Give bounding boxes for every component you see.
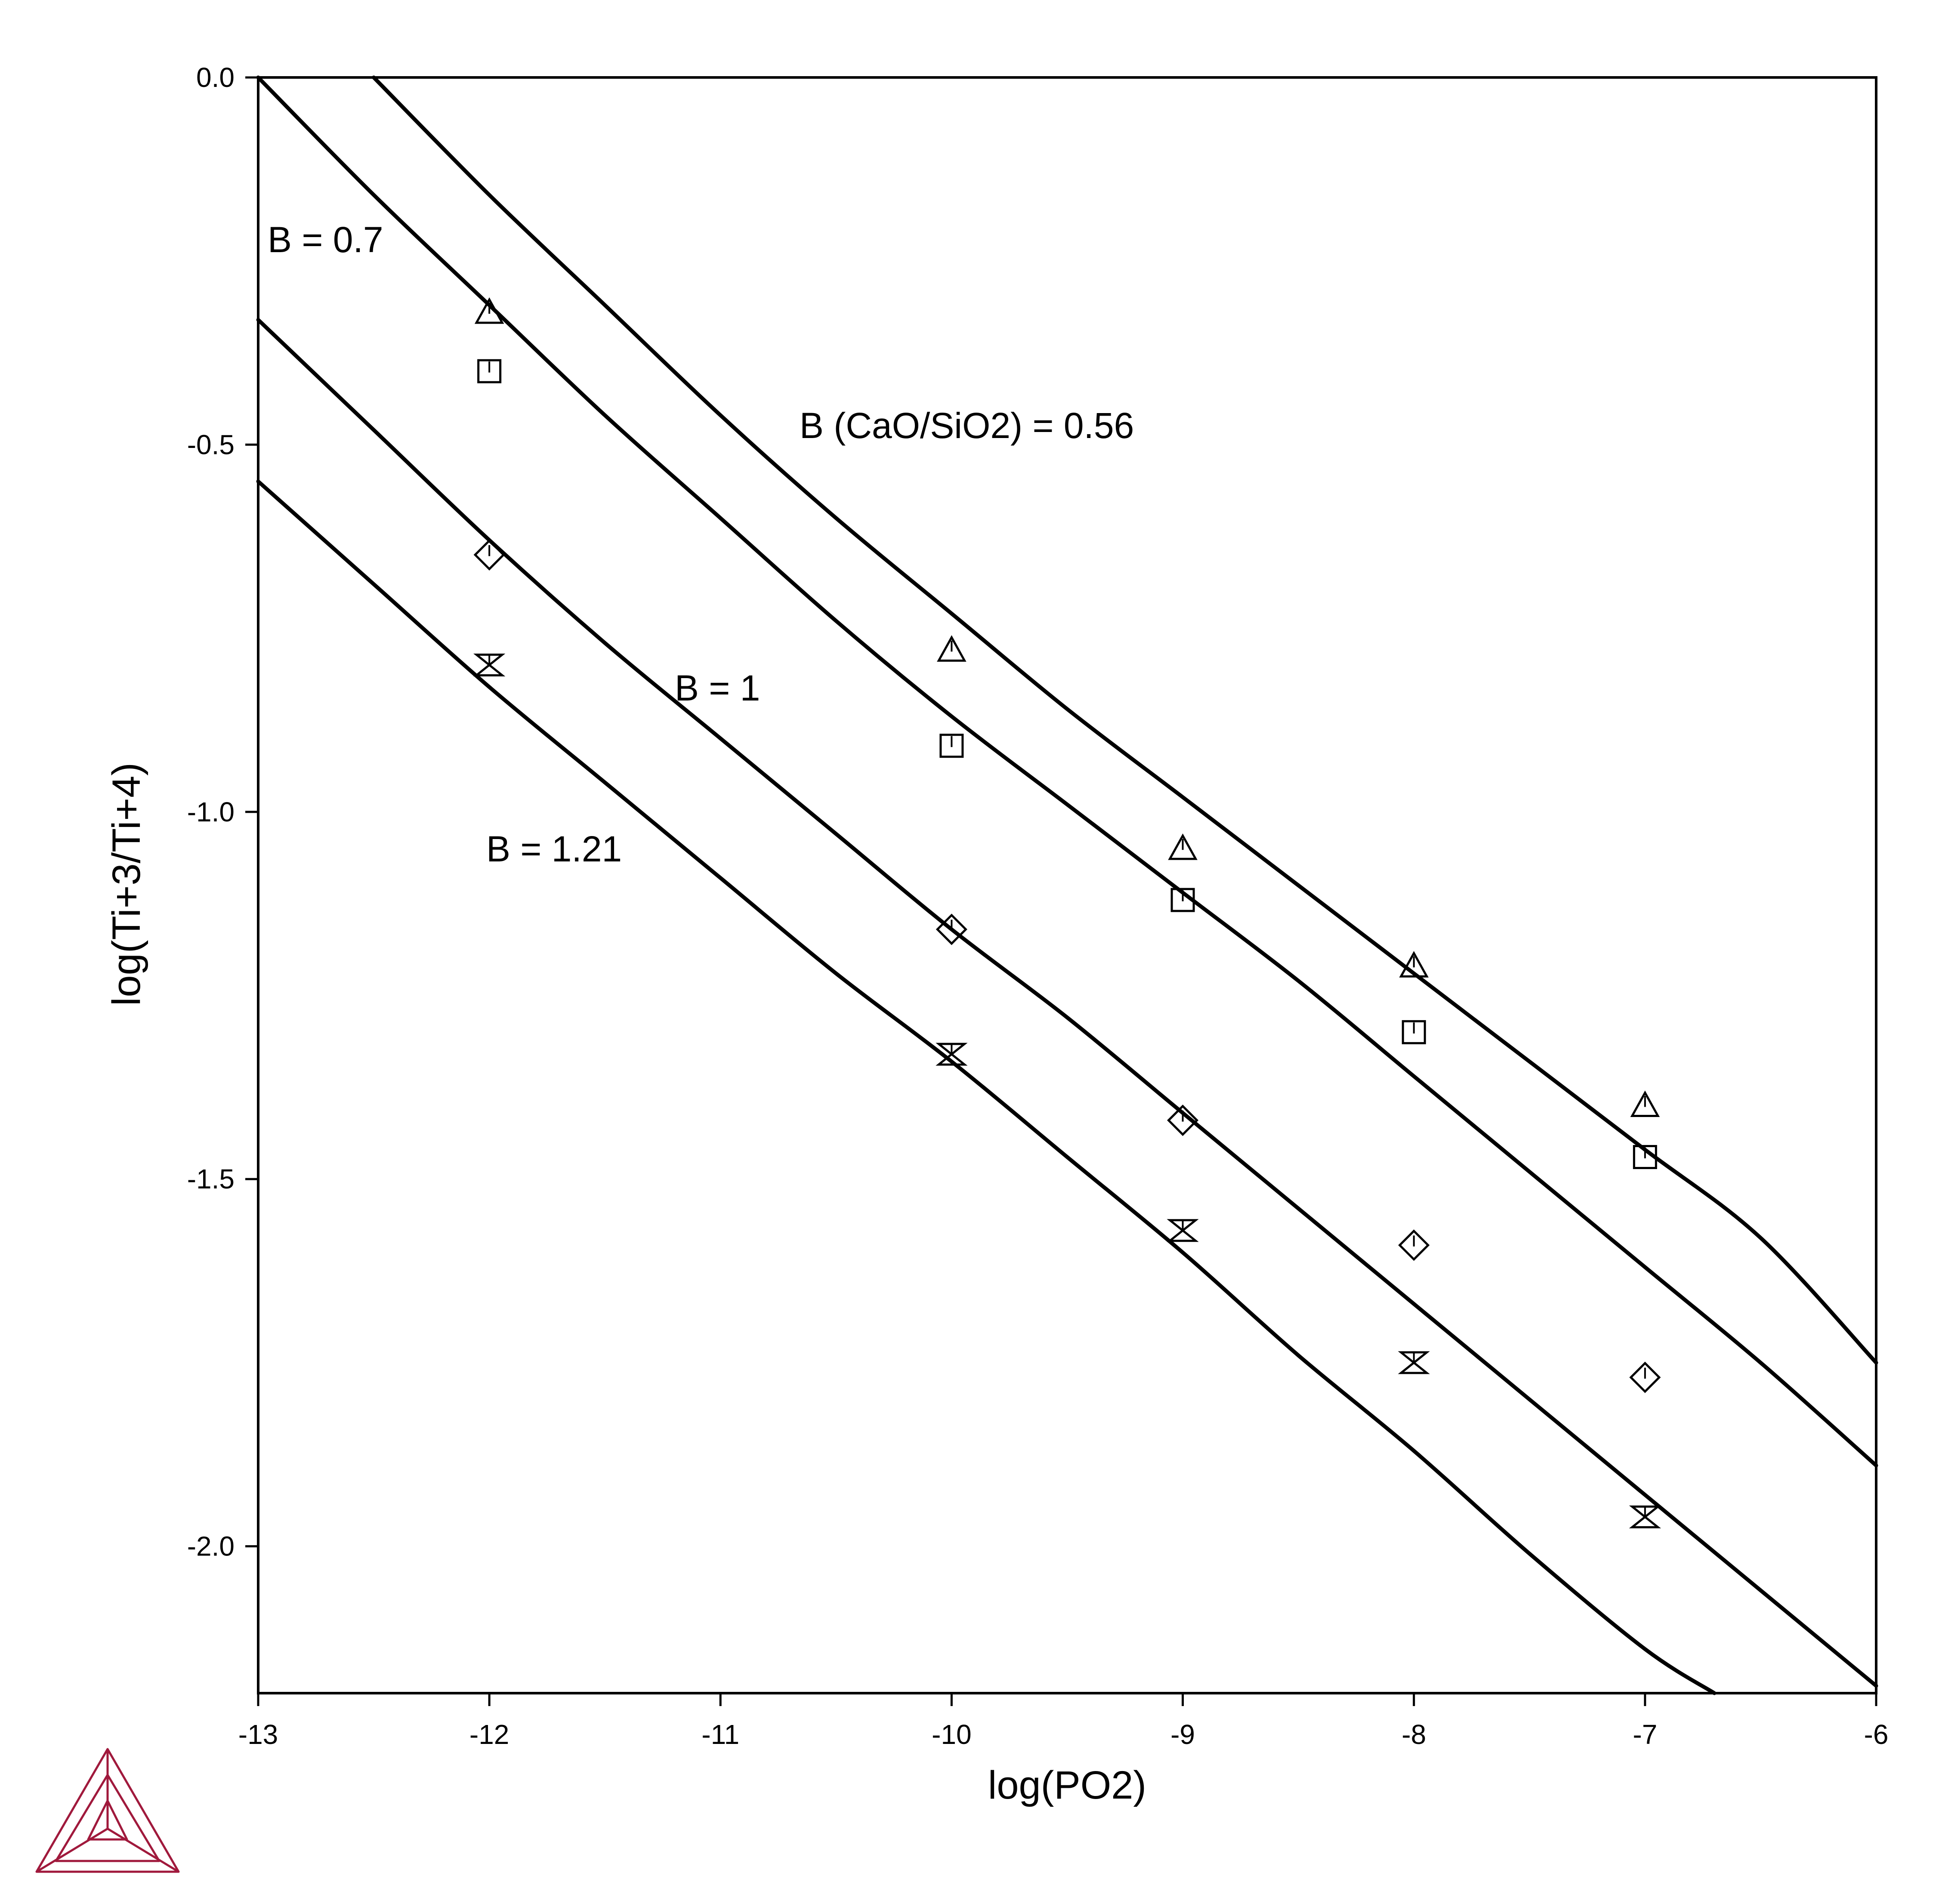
curve-label-b-121: B = 1.21 xyxy=(486,829,622,869)
curve-label-b-1: B = 1 xyxy=(675,668,760,708)
curve-label-b-07: B = 0.7 xyxy=(268,219,383,260)
data-point-triangle xyxy=(1168,833,1198,860)
markers-layer xyxy=(473,297,1661,1528)
plot-frame xyxy=(257,76,1877,1694)
data-point-hourglass xyxy=(1167,1219,1199,1242)
y-axis-title: log(Ti+3/Ti+4) xyxy=(105,762,148,1006)
x-tick-label: -13 xyxy=(238,1719,278,1750)
data-point-diamond xyxy=(936,913,967,945)
ticks-layer: -13 -12 -11 -10 -9 -8 -7 -6 0.0 -0.5 -1.0 -1.5 -2.0 xyxy=(187,62,1889,1750)
x-tick-label: -12 xyxy=(469,1719,509,1750)
data-point-diamond xyxy=(473,539,505,571)
data-point-triangle xyxy=(1630,1090,1660,1117)
x-tick-label: -11 xyxy=(701,1719,739,1750)
data-point-square xyxy=(1633,1145,1657,1170)
x-tick-label: -7 xyxy=(1633,1719,1657,1750)
data-point-hourglass xyxy=(1629,1505,1661,1528)
model-curve-0 xyxy=(372,75,1878,1365)
model-curve-2 xyxy=(256,318,1878,1688)
data-point-square xyxy=(1402,1020,1426,1044)
data-point-hourglass xyxy=(1398,1351,1430,1374)
data-point-diamond xyxy=(1167,1105,1199,1136)
y-tick-label: -2.0 xyxy=(187,1531,235,1562)
data-point-square xyxy=(477,359,502,383)
y-tick-label: -0.5 xyxy=(187,429,235,460)
data-point-triangle xyxy=(474,297,504,324)
x-tick-label: -8 xyxy=(1402,1719,1426,1750)
curve-label-b-056: B (CaO/SiO2) = 0.56 xyxy=(800,405,1134,446)
x-tick-label: -9 xyxy=(1170,1719,1195,1750)
data-point-diamond xyxy=(1629,1361,1661,1393)
data-point-diamond xyxy=(1398,1229,1430,1261)
data-point-square xyxy=(939,734,964,758)
data-point-square xyxy=(1170,888,1195,912)
data-point-triangle xyxy=(1399,951,1429,978)
x-tick-label: -6 xyxy=(1864,1719,1889,1750)
model-curve-3 xyxy=(256,479,1717,1695)
y-tick-label: -1.5 xyxy=(187,1163,235,1194)
model-curve-1 xyxy=(256,75,1878,1468)
data-point-triangle xyxy=(937,635,966,662)
y-tick-label: -1.0 xyxy=(187,796,235,827)
y-tick-label: 0.0 xyxy=(196,62,235,93)
curves-layer xyxy=(256,75,1878,1695)
x-axis-title: log(PO2) xyxy=(988,1763,1146,1807)
x-tick-label: -10 xyxy=(932,1719,972,1750)
data-point-hourglass xyxy=(473,653,506,676)
data-point-hourglass xyxy=(936,1043,968,1066)
thermo-calc-logo-icon xyxy=(35,1748,180,1873)
